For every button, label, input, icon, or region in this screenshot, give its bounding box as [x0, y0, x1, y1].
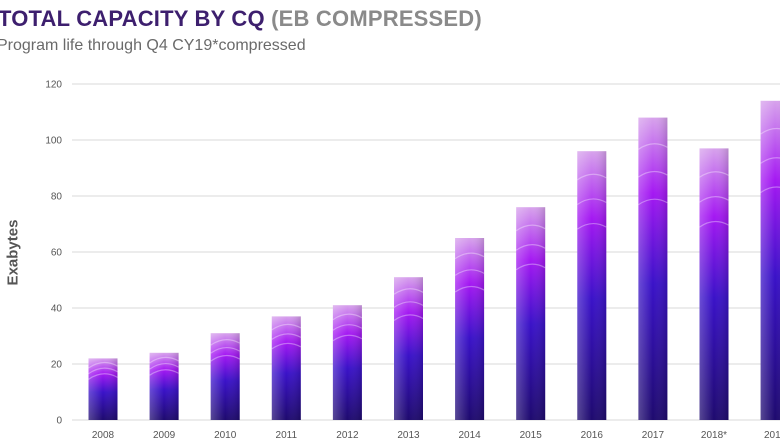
x-tick-labels: 2008 2009 2010 2011 2012 2013 2014 2015 2016 2017… — [92, 430, 780, 441]
bar-highlight — [515, 244, 546, 251]
bar-highlight — [271, 342, 302, 350]
y-tick-label: 80 — [51, 192, 63, 203]
bar-group — [393, 277, 424, 420]
x-tick-label: 2009 — [153, 430, 176, 441]
x-tick-label: 2018* — [701, 430, 727, 441]
x-tick-label: 2014 — [458, 430, 481, 441]
bar-group — [88, 358, 118, 420]
y-tick-label: 100 — [45, 136, 62, 147]
bar-highlight — [88, 373, 118, 380]
y-tick-label: 0 — [56, 416, 62, 427]
y-tick-label: 60 — [51, 248, 63, 259]
bar-sheen — [88, 358, 118, 420]
bar-highlight — [760, 157, 780, 164]
bar-sheen — [394, 277, 423, 420]
bar-highlight — [393, 288, 424, 295]
y-tick-label: 120 — [45, 80, 62, 91]
bars — [88, 100, 780, 421]
bar-group — [210, 333, 240, 420]
bar-group — [515, 207, 546, 420]
bar-highlight — [699, 220, 729, 228]
bar-sheen — [210, 333, 240, 420]
x-tick-label: 2008 — [92, 430, 115, 441]
bar-sheen — [332, 305, 362, 420]
bar-highlight — [332, 313, 363, 321]
bar-group — [699, 148, 729, 420]
bar-highlight — [638, 143, 668, 150]
bar-highlight — [699, 171, 729, 178]
bar-highlight — [210, 347, 240, 354]
bar-highlight — [210, 339, 240, 346]
bar-group — [760, 100, 780, 421]
bar-sheen — [699, 148, 729, 420]
x-tick-label: 2019 — [764, 430, 780, 441]
bar-highlight — [454, 285, 485, 293]
bar-sheen — [760, 100, 780, 421]
bar-group — [271, 316, 302, 420]
bar-sheen — [577, 151, 607, 420]
bar-sheen — [271, 316, 301, 420]
y-tick-label: 20 — [51, 360, 63, 371]
bar-highlight — [576, 223, 607, 230]
bar-highlight — [638, 198, 668, 206]
bar-highlight — [149, 356, 179, 364]
x-tick-label: 2012 — [336, 430, 359, 441]
bar-highlight — [454, 269, 485, 276]
x-tick-label: 2016 — [581, 430, 604, 441]
bar-highlight — [149, 369, 179, 376]
bar-group — [638, 117, 668, 420]
bar-group — [576, 151, 607, 420]
bar-highlight — [210, 354, 240, 362]
bar-highlight — [393, 301, 424, 308]
bar-sheen — [149, 352, 179, 420]
bar-highlight — [393, 314, 424, 321]
chart-title-unit: (EB COMPRESSED) — [271, 6, 482, 31]
bar-highlight — [699, 196, 729, 203]
bar-highlight — [515, 263, 546, 271]
bar-group — [332, 305, 363, 420]
x-tick-label: 2017 — [642, 430, 665, 441]
chart-title-main: TOTAL CAPACITY BY CQ — [0, 6, 265, 31]
bar-highlight — [332, 324, 363, 331]
bar-group — [454, 238, 485, 420]
x-tick-label: 2015 — [520, 430, 543, 441]
x-tick-label: 2013 — [397, 430, 420, 441]
bar-highlight — [576, 173, 607, 181]
bar-sheen — [455, 238, 485, 420]
bar-highlight — [576, 198, 607, 205]
bar-highlight — [88, 367, 118, 375]
bar-highlight — [760, 186, 780, 194]
chart-subtitle: Program life through Q4 CY19*compressed — [0, 37, 306, 54]
bar-highlight — [332, 334, 363, 342]
bar-group — [149, 352, 179, 420]
bar-highlight — [760, 127, 780, 135]
chart-title: TOTAL CAPACITY BY CQ (EB COMPRESSED) — [0, 6, 482, 32]
bar-sheen — [638, 117, 668, 420]
bar-highlight — [271, 333, 302, 340]
bar-highlight — [149, 363, 179, 370]
y-tick-labels: 0 20 40 60 80 100 120 — [45, 80, 62, 427]
x-tick-label: 2010 — [214, 430, 237, 441]
bar-highlight — [515, 224, 546, 232]
bar-highlight — [88, 361, 118, 369]
y-tick-label: 40 — [51, 304, 63, 315]
bar-sheen — [516, 207, 546, 420]
x-tick-label: 2011 — [276, 430, 298, 441]
bar-highlight — [454, 252, 485, 260]
bar-highlight — [638, 170, 668, 178]
bar-highlight — [271, 323, 302, 331]
